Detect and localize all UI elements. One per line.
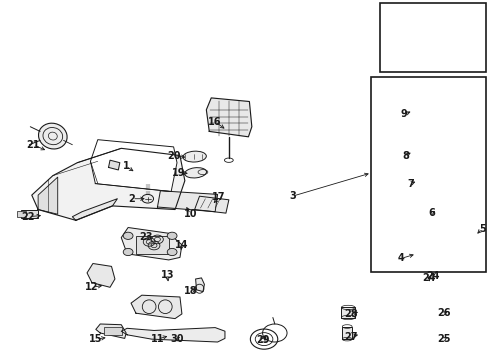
Polygon shape [32, 148, 184, 220]
Circle shape [142, 194, 153, 203]
Ellipse shape [183, 151, 206, 162]
Polygon shape [195, 278, 204, 292]
Polygon shape [131, 295, 182, 319]
Bar [382, 124, 473, 164]
Bar [432, 37, 444, 60]
Text: 26: 26 [436, 308, 450, 318]
Text: 4: 4 [397, 253, 404, 264]
Bar [341, 307, 354, 318]
Ellipse shape [377, 261, 480, 270]
Polygon shape [90, 140, 177, 192]
Text: 19: 19 [172, 168, 185, 178]
Polygon shape [87, 264, 115, 287]
Polygon shape [157, 191, 217, 212]
Text: 17: 17 [212, 192, 225, 202]
Text: 2: 2 [128, 194, 135, 204]
Text: 3: 3 [288, 191, 295, 201]
Text: 29: 29 [256, 335, 269, 345]
Polygon shape [377, 256, 481, 266]
Text: 6: 6 [427, 208, 434, 218]
Circle shape [123, 248, 133, 256]
Text: 15: 15 [89, 334, 102, 344]
Polygon shape [375, 215, 482, 222]
Text: 7: 7 [407, 179, 413, 189]
Polygon shape [121, 228, 182, 260]
Circle shape [167, 232, 177, 239]
Polygon shape [398, 171, 414, 180]
Polygon shape [206, 98, 251, 137]
Bar [370, 77, 485, 272]
Ellipse shape [184, 168, 206, 178]
Text: 20: 20 [166, 150, 180, 161]
Bar [103, 327, 122, 335]
Bar [382, 189, 474, 210]
Polygon shape [96, 324, 126, 338]
Polygon shape [72, 199, 117, 220]
Polygon shape [375, 183, 482, 212]
Bar [382, 229, 475, 239]
Bar [380, 3, 485, 72]
Text: 14: 14 [175, 240, 188, 250]
Bar [430, 61, 445, 66]
Polygon shape [108, 160, 120, 170]
Text: 18: 18 [183, 286, 197, 296]
Text: 25: 25 [436, 334, 450, 344]
Bar [342, 327, 351, 339]
Text: 30: 30 [170, 334, 183, 344]
Text: 23: 23 [139, 232, 152, 242]
Ellipse shape [39, 123, 67, 149]
Polygon shape [375, 225, 482, 242]
Text: 8: 8 [402, 150, 408, 161]
Text: 12: 12 [85, 282, 99, 292]
Circle shape [167, 248, 177, 256]
Text: 10: 10 [183, 209, 197, 219]
Text: 27: 27 [344, 332, 357, 342]
Polygon shape [375, 119, 482, 168]
Circle shape [123, 232, 133, 239]
Text: 11: 11 [150, 334, 164, 344]
Text: 28: 28 [344, 309, 357, 319]
Bar [20, 210, 38, 218]
Polygon shape [38, 177, 58, 214]
Text: 24: 24 [425, 271, 439, 281]
Text: 22: 22 [21, 212, 35, 222]
Text: 16: 16 [208, 117, 222, 127]
Bar [432, 62, 444, 69]
Text: 13: 13 [160, 270, 174, 280]
Polygon shape [377, 245, 481, 256]
Bar [136, 236, 169, 254]
Text: 5: 5 [478, 224, 485, 234]
Text: 21: 21 [26, 140, 40, 150]
Text: 1: 1 [122, 161, 129, 171]
Text: 24: 24 [422, 273, 435, 283]
Polygon shape [194, 196, 228, 213]
Text: 9: 9 [400, 109, 407, 120]
Polygon shape [121, 328, 224, 342]
Bar [17, 211, 26, 217]
